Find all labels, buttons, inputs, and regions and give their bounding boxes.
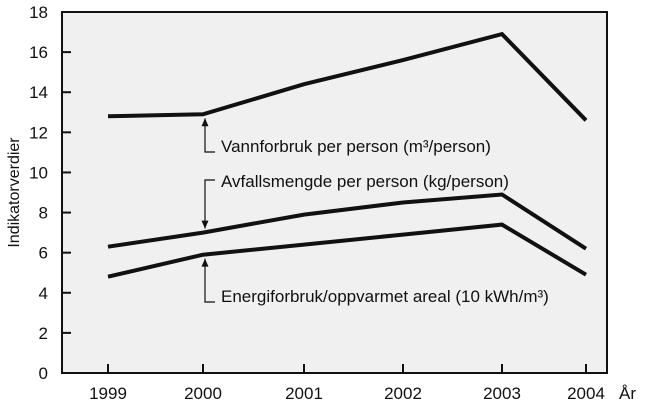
x-tick-label: 2000 xyxy=(184,384,222,403)
x-tick-label: 1999 xyxy=(89,384,127,403)
arrow-head xyxy=(201,258,209,267)
annotations: Vannforbruk per person (m³/person) Avfall… xyxy=(201,118,549,306)
series-line-avfall xyxy=(107,192,588,251)
x-tick-label: 2001 xyxy=(285,384,323,403)
series-label-vann: Vannforbruk per person (m³/person) xyxy=(221,137,491,156)
y-tick-label: 8 xyxy=(39,204,48,223)
avfall-arrow xyxy=(201,187,209,229)
y-axis-label: Indikatorverdier xyxy=(6,137,23,248)
series-line-energi xyxy=(107,222,588,279)
series-label-energi: Energiforbruk/oppvarmet areal (10 kWh/m³… xyxy=(221,287,549,306)
avfall-leader xyxy=(204,179,215,187)
series-line-vann xyxy=(107,31,588,122)
y-tick-label: 18 xyxy=(29,3,48,22)
energi-leader xyxy=(204,295,215,303)
y-tick-label: 12 xyxy=(29,123,48,142)
y-tick-label: 0 xyxy=(39,364,48,383)
y-tick-label: 2 xyxy=(39,324,48,343)
x-tick-label: 2004 xyxy=(567,384,605,403)
y-axis-ticks: 0 2 4 6 8 10 12 14 16 18 xyxy=(29,3,71,383)
x-axis-ticks: 1999 2000 2001 2002 2003 2004 xyxy=(89,364,605,403)
y-tick-label: 16 xyxy=(29,43,48,62)
y-tick-label: 4 xyxy=(39,284,48,303)
arrow-head xyxy=(201,220,209,229)
series-label-avfall: Avfallsmengde per person (kg/person) xyxy=(221,172,509,191)
x-tick-label: 2003 xyxy=(483,384,521,403)
y-tick-label: 10 xyxy=(29,163,48,182)
x-tick-label: 2002 xyxy=(384,384,422,403)
y-tick-label: 14 xyxy=(29,83,48,102)
arrow-head xyxy=(201,118,209,127)
x-axis-label: År xyxy=(619,384,636,403)
energi-arrow xyxy=(201,258,209,295)
y-tick-label: 6 xyxy=(39,244,48,263)
vann-arrow xyxy=(201,118,209,145)
vann-leader xyxy=(204,145,215,153)
series-lines xyxy=(107,31,588,279)
plot-area xyxy=(61,11,608,374)
